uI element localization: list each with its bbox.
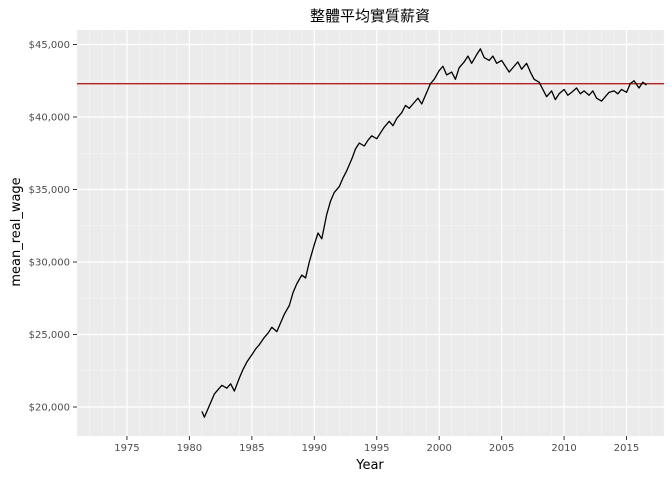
- x-tick-label: 1985: [239, 443, 264, 454]
- major-gridlines: [77, 30, 664, 436]
- x-axis-ticks: 1975 1980 1985 1990 1995 2000 2005 2010 2015: [114, 436, 639, 454]
- x-tick-label: 2015: [614, 443, 639, 454]
- x-tick-label: 2000: [426, 443, 451, 454]
- y-tick-label: $45,000: [29, 40, 70, 51]
- chart-title: 整體平均實質薪資: [310, 7, 430, 25]
- y-tick-label: $30,000: [29, 258, 70, 269]
- plot-panel: [77, 30, 664, 436]
- x-tick-label: 1975: [114, 443, 139, 454]
- minor-gridlines: [76, 30, 665, 436]
- y-tick-label: $40,000: [29, 113, 70, 124]
- y-tick-label: $25,000: [29, 330, 70, 341]
- x-tick-label: 1995: [364, 443, 389, 454]
- y-tick-label: $20,000: [29, 403, 70, 414]
- x-tick-label: 1990: [302, 443, 327, 454]
- x-tick-label: 2005: [489, 443, 514, 454]
- y-axis-ticks: $20,000 $25,000 $30,000 $35,000 $40,000 $45,0…: [29, 40, 77, 414]
- y-axis-title: mean_real_wage: [9, 177, 24, 286]
- x-axis-title: Year: [355, 458, 384, 473]
- y-tick-label: $35,000: [29, 185, 70, 196]
- x-tick-label: 2010: [551, 443, 576, 454]
- series-line: [201, 48, 647, 418]
- x-tick-label: 1980: [177, 443, 202, 454]
